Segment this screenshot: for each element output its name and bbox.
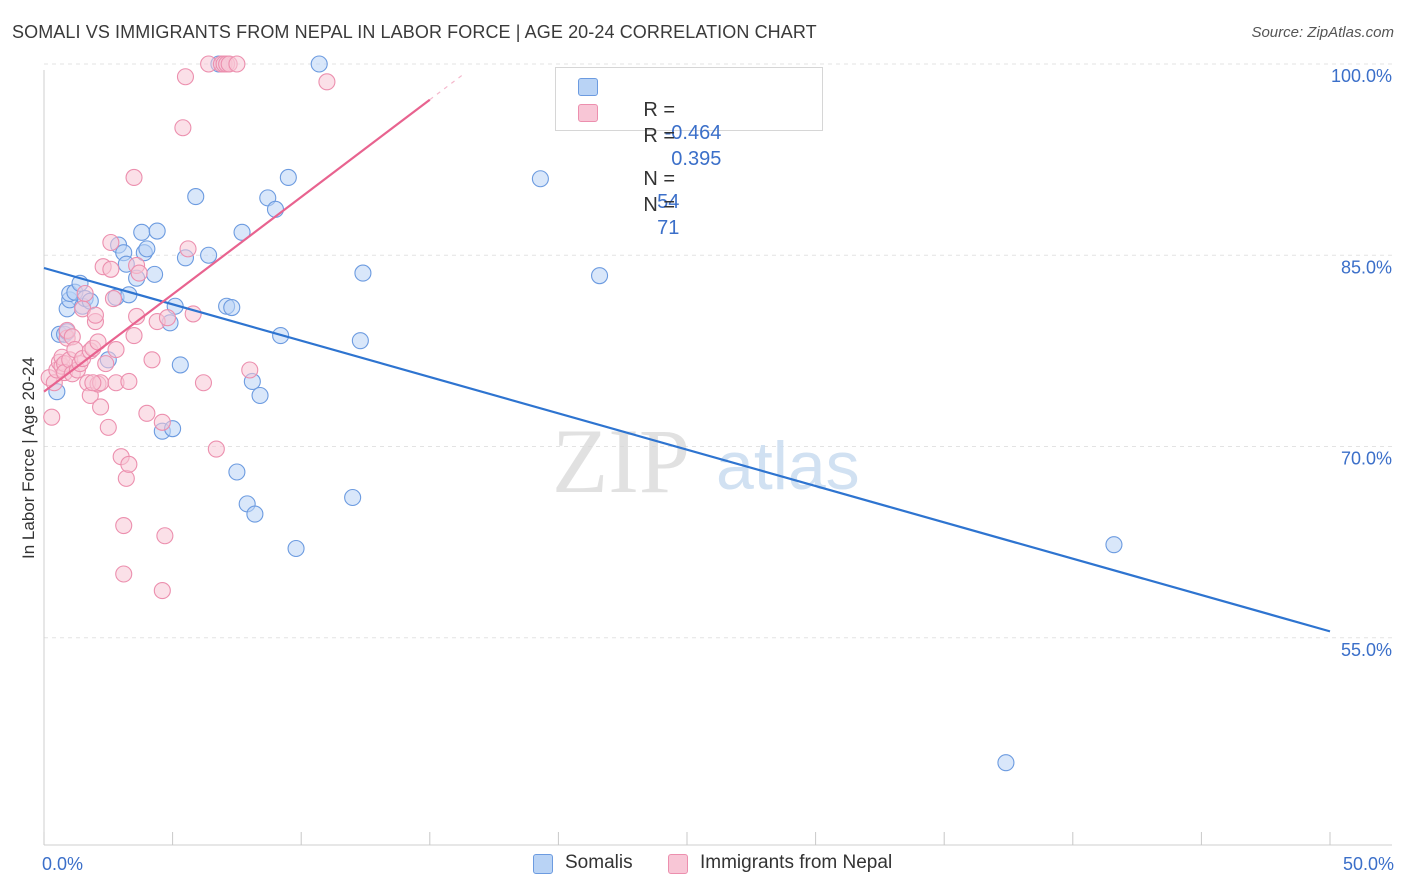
somali-point: [287, 539, 305, 558]
nepal-point: [125, 168, 143, 187]
x-tick-layer: 0.0% 50.0%: [42, 832, 1394, 874]
nepal-point: [107, 341, 125, 359]
nepal-point: [156, 527, 174, 545]
y-tick-label: 85.0%: [1341, 257, 1392, 277]
somali-point: [133, 223, 151, 241]
nepal-point: [117, 469, 135, 487]
somali-point: [223, 298, 241, 317]
somali-trend-line: [43, 266, 1331, 633]
nepal-point: [115, 516, 133, 535]
somali-point: [344, 488, 362, 507]
nepal-point: [158, 309, 177, 327]
somali-point: [351, 332, 369, 350]
somali-point: [246, 505, 264, 523]
nepal-point: [179, 240, 197, 258]
legend-swatch-somalis: [578, 78, 598, 96]
r-value-somalis: -0.464: [664, 122, 722, 144]
nepal-point: [207, 440, 225, 458]
somali-point: [266, 200, 285, 218]
somali-point: [148, 222, 166, 240]
r-label: R =: [643, 125, 676, 147]
nepal-point: [318, 73, 336, 91]
somali-point: [251, 386, 269, 405]
nepal-point: [130, 264, 148, 282]
y-tick-label: 100.0%: [1331, 66, 1392, 86]
somali-point: [310, 55, 328, 73]
legend-swatch-somalis: [533, 854, 553, 874]
nepal-point: [76, 284, 94, 303]
r-label: R =: [643, 99, 676, 121]
y-axis-title: In Labor Force | Age 20-24: [19, 357, 38, 559]
point-layer: [40, 55, 1123, 772]
nepal-point: [176, 68, 195, 86]
watermark-zip: ZIP: [552, 410, 690, 512]
somali-point: [187, 188, 205, 206]
nepal-point: [125, 327, 143, 345]
y-tick-label: 55.0%: [1341, 640, 1392, 660]
nepal-point: [194, 374, 213, 392]
nepal-point: [241, 361, 259, 379]
nepal-point: [115, 565, 133, 583]
n-label: N =: [643, 168, 676, 190]
somali-point: [228, 463, 246, 481]
nepal-point: [143, 351, 161, 369]
source-label: Source: ZipAtlas.com: [1251, 24, 1394, 41]
somali-point: [200, 246, 218, 264]
nepal-point: [153, 413, 171, 431]
legend-row-nepal: R = 0.395 N = 71: [578, 102, 721, 239]
n-value-somalis: 54: [657, 191, 680, 213]
somali-point: [997, 754, 1015, 772]
n-value-nepal: 71: [657, 217, 680, 239]
legend-label-nepal: Immigrants from Nepal: [700, 852, 893, 873]
nepal-point: [99, 418, 117, 436]
somali-point: [591, 267, 609, 285]
nepal-point: [228, 55, 246, 73]
somali-point: [1105, 536, 1123, 554]
x-tick-label: 50.0%: [1343, 854, 1394, 874]
nepal-point: [104, 290, 122, 308]
grid-layer: [44, 63, 1392, 639]
chart-title: SOMALI VS IMMIGRANTS FROM NEPAL IN LABOR…: [12, 22, 817, 42]
legend-swatch-nepal: [668, 854, 688, 874]
somali-point: [120, 286, 138, 304]
x-tick-label: 0.0%: [42, 854, 83, 874]
n-label: N =: [643, 194, 676, 216]
nepal-trend-line: [43, 98, 431, 393]
nepal-point: [86, 306, 104, 324]
y-tick-layer: 55.0% 70.0% 85.0% 100.0%: [1331, 66, 1392, 660]
legend-swatch-nepal: [578, 104, 598, 122]
r-value-nepal: 0.395: [671, 148, 722, 170]
somali-point: [233, 223, 251, 241]
nepal-point: [43, 408, 61, 426]
nepal-point: [97, 355, 115, 373]
nepal-point: [153, 582, 171, 600]
nepal-point: [174, 119, 192, 137]
somali-point: [279, 168, 297, 187]
correlation-legend: R = -0.464 N = 54 R = 0.395 N = 71: [555, 67, 823, 239]
legend-label-somalis: Somalis: [565, 852, 633, 873]
somali-point: [146, 265, 164, 283]
legend-row-somalis: R = -0.464 N = 54: [578, 76, 721, 213]
nepal-trend-extension: [429, 73, 464, 101]
somali-point: [531, 170, 549, 188]
nepal-point: [120, 455, 138, 473]
nepal-point: [120, 372, 138, 391]
y-tick-label: 70.0%: [1341, 449, 1392, 469]
nepal-point: [92, 398, 110, 416]
nepal-point: [138, 404, 156, 422]
somali-point: [354, 264, 372, 282]
nepal-point: [84, 374, 102, 392]
nepal-point: [102, 260, 120, 278]
trend-layer: [43, 73, 1331, 633]
somali-point: [171, 356, 189, 374]
somali-point: [138, 240, 156, 258]
nepal-point: [102, 233, 120, 252]
